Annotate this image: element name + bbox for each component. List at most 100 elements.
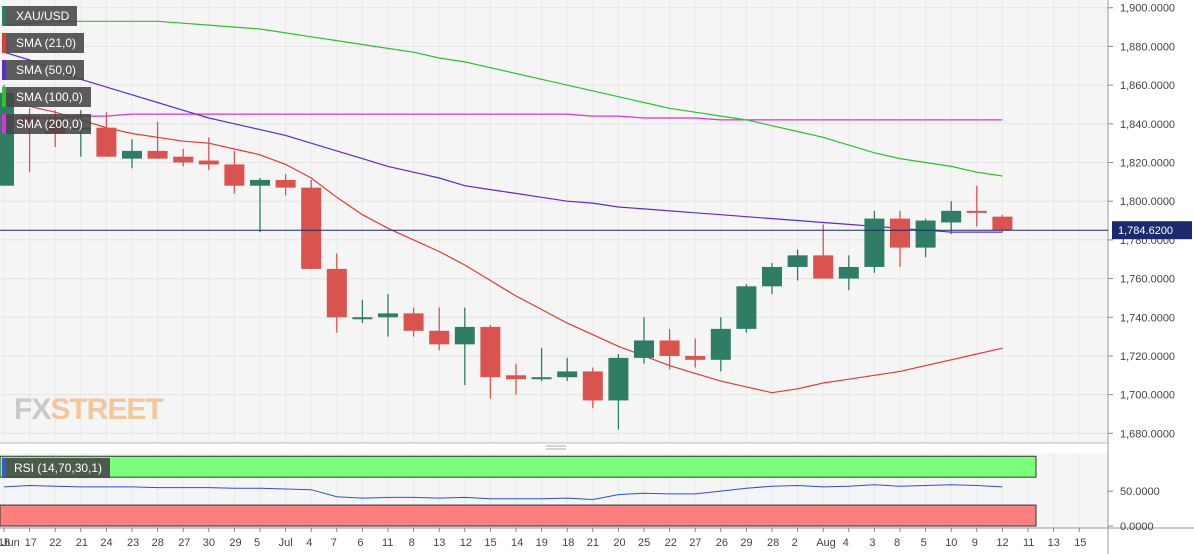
candle-body [224,164,245,186]
x-tick-label: 27 [178,537,190,549]
x-tick-label: 25 [638,537,650,549]
candle [224,150,245,194]
y-tick-label: 1,740.0000 [1120,312,1175,324]
x-tick-label: 11 [382,537,393,549]
legend-sma100[interactable]: SMA (100,0) [2,87,91,107]
candle [659,328,680,370]
x-tick-label: 4 [306,537,312,549]
candle [634,317,654,364]
candle [429,307,450,351]
x-tick-label: 17 [25,537,37,549]
candle [838,255,859,291]
x-tick-label: 22 [665,537,677,549]
x-tick-label: 29 [229,537,241,549]
legend-sma50[interactable]: SMA (50,0) [2,60,85,80]
x-tick-label: 5 [921,537,927,549]
candle-body [429,330,450,345]
candle [147,121,168,159]
x-tick-label: 3 [869,537,875,549]
x-tick-label: 24 [100,537,112,549]
y-tick-label: 1,700.0000 [1120,390,1175,402]
x-tick-label: Aug [816,537,836,549]
x-tick-label: 5 [254,537,260,549]
candle-body [403,313,424,331]
candle-body [710,328,731,360]
x-tick-label: 27 [689,537,701,549]
current-price-label: 1,784.6200 [1118,225,1173,237]
x-tick-label: Jul [279,537,293,549]
candle-body [659,340,680,356]
x-tick-label: 11 [1023,537,1034,549]
candle [762,263,782,295]
candle-body [173,156,194,163]
candle [941,201,962,235]
current-price-tag [1112,221,1192,240]
candle-body [736,286,757,329]
candle-body [992,216,1013,231]
x-tick-label: 23 [127,537,139,549]
sma50-line [3,51,1003,233]
x-tick-label: 4 [843,537,849,549]
candle-body [890,218,910,248]
y-tick-label: 1,820.0000 [1120,157,1175,169]
candle-body [531,377,552,380]
y-tick-label: 1,860.0000 [1120,80,1175,92]
y-tick-label: 1,880.0000 [1120,41,1175,53]
y-tick-label: 1,800.0000 [1120,196,1175,208]
candle-body [454,326,475,345]
candle [531,348,552,382]
candle-body [480,326,501,378]
legend: XAU/USD SMA (21,0) SMA (50,0) SMA (100,0… [2,6,91,141]
candle-body [864,218,885,267]
y-tick-label: 1,680.0000 [1120,428,1175,440]
candle [122,139,142,169]
x-tick-label: 2 [792,537,798,549]
rsi-legend[interactable]: RSI (14,70,30,1) [2,458,111,478]
candle [864,210,885,273]
candle [890,210,910,267]
candle [966,185,987,227]
legend-sma21[interactable]: SMA (21,0) [2,33,85,53]
candle [608,354,629,430]
fxstreet-logo: FXSTREET [14,393,164,427]
x-tick-label: 16 [0,537,10,549]
candle-body [122,150,142,159]
candle-body [634,340,654,358]
candle-body [582,371,603,401]
y-tick-label: 1,720.0000 [1120,351,1175,363]
candle-body [506,375,526,380]
x-tick-label: 20 [613,537,625,549]
candle-body [685,355,706,360]
candle [326,253,347,333]
candle-body [941,210,962,223]
candle [454,307,475,385]
sma100-line [3,20,1003,177]
candle-body [326,268,347,318]
candle [301,179,322,269]
candle [378,294,398,337]
candle-body [608,357,629,401]
rsi-overbought-zone [0,455,1037,478]
candle-body [762,266,782,287]
candle [813,224,834,279]
candle-body [250,179,270,186]
x-tick-label: 15 [1074,537,1086,549]
y-tick-label: 1,900.0000 [1120,3,1175,15]
legend-sma200[interactable]: SMA (200,0) [2,114,91,134]
candle [275,174,296,196]
x-tick-label: 7 [331,537,337,549]
candle [710,317,731,372]
candle [198,137,219,171]
candle [403,307,424,337]
candle-body [96,127,117,157]
x-tick-label: 26 [716,537,728,549]
y-tick-label: 1,840.0000 [1120,119,1175,131]
candle-body [787,255,808,267]
candle [736,284,757,333]
sma200-line [4,113,1003,121]
x-tick-label: 21 [587,537,599,549]
x-tick-label: 9 [972,537,978,549]
sma21-line [3,100,1003,394]
